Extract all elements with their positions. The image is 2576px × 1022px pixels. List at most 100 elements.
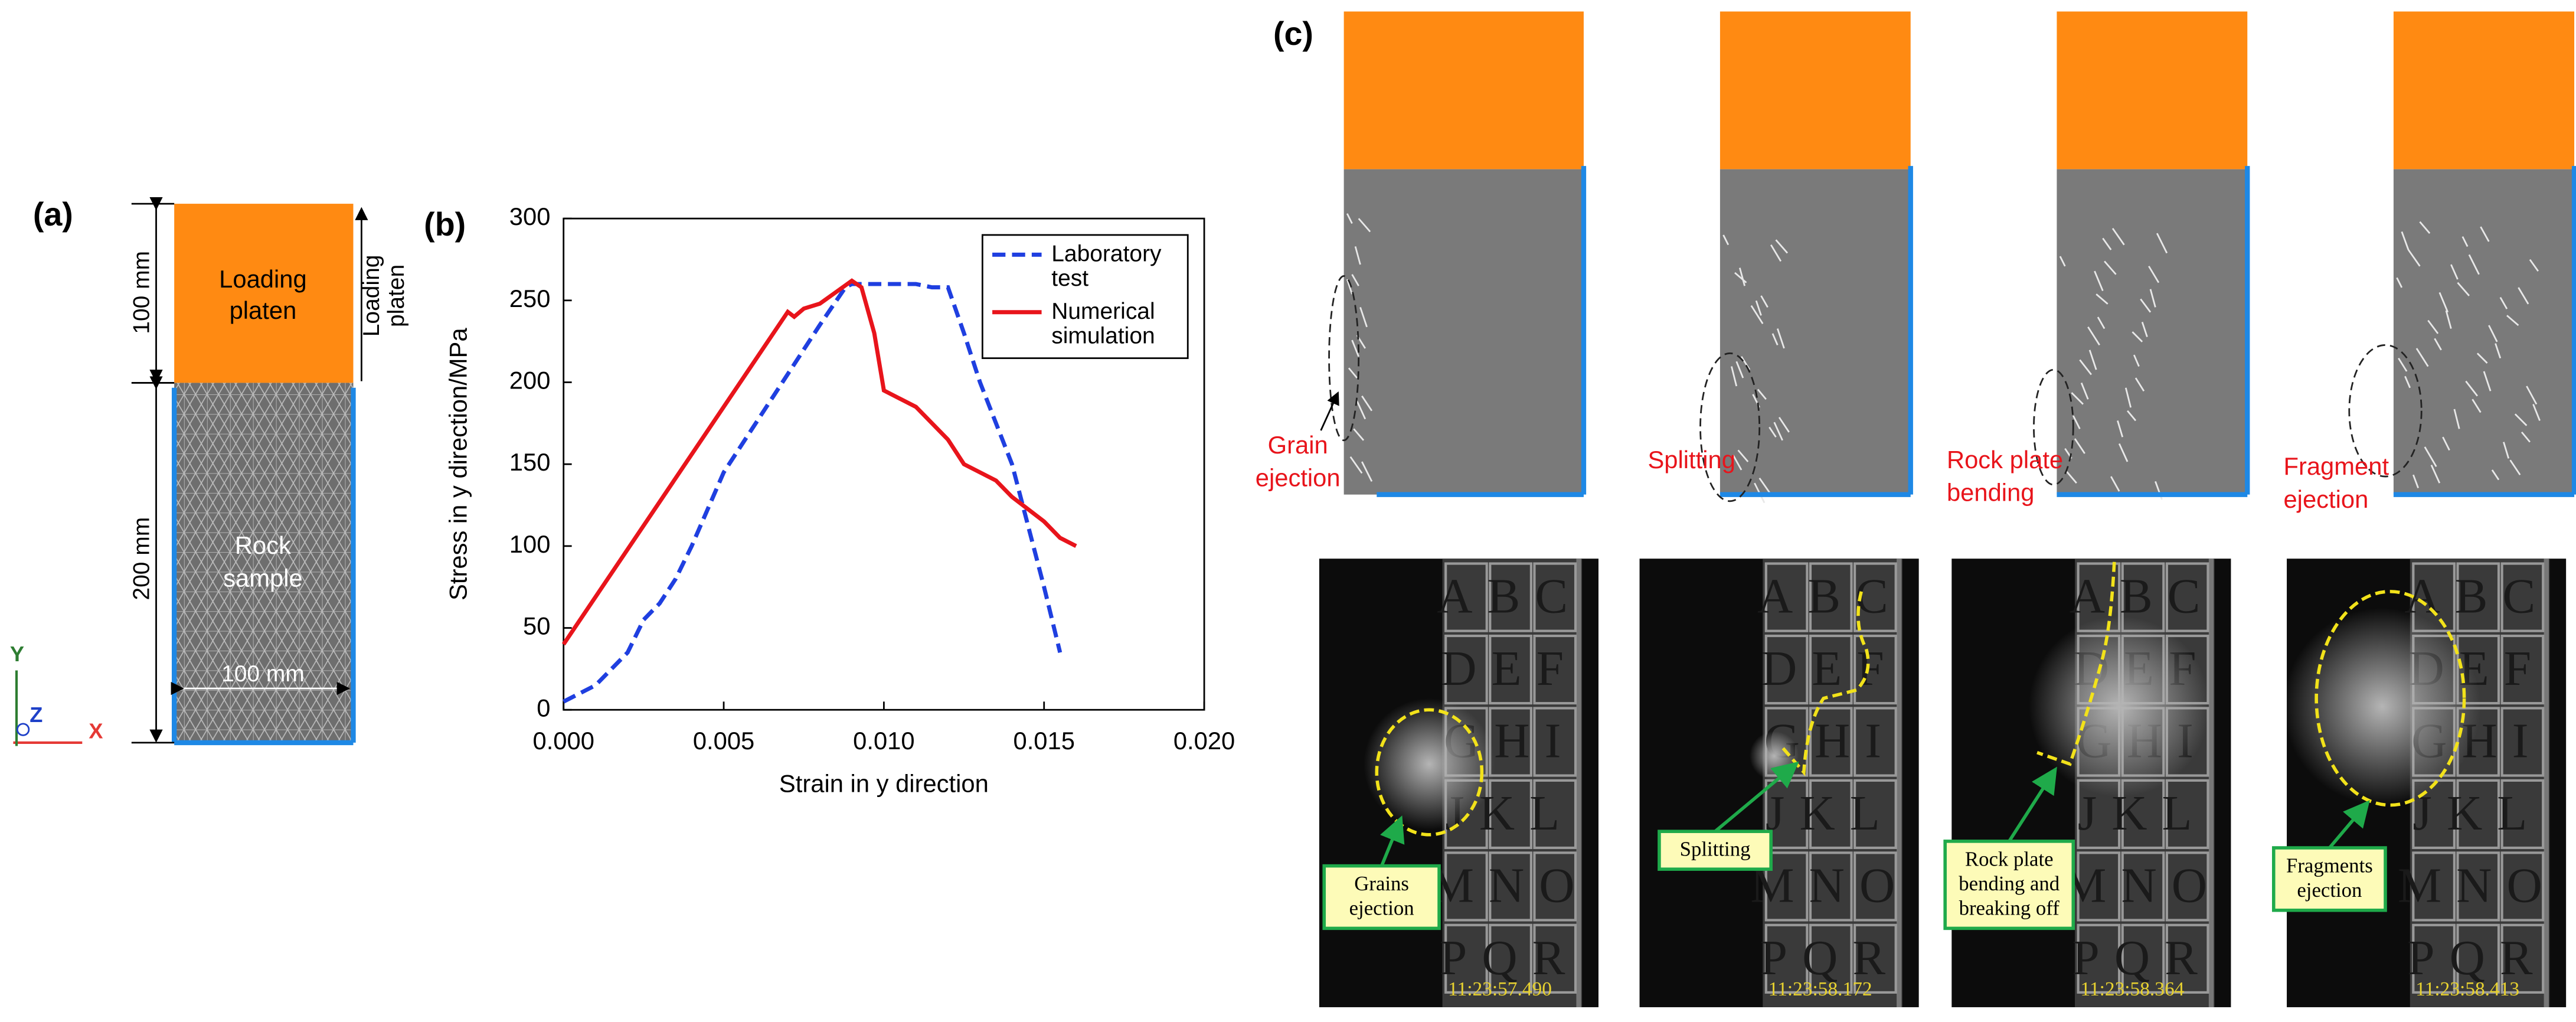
axis-x: X xyxy=(89,719,103,743)
x-tick-label: 0.005 xyxy=(693,727,754,755)
grid-letters: JKL xyxy=(2412,786,2542,841)
grid-cell xyxy=(1533,851,1577,922)
grid-cell xyxy=(1853,562,1897,632)
dimension: 200 mm xyxy=(129,517,155,600)
grid-letters: PQR xyxy=(1440,931,1580,985)
grid-cell xyxy=(1444,923,1488,994)
ejecta xyxy=(1364,698,1495,830)
callout-label: breaking off xyxy=(1959,897,2060,920)
x-axis-label: Strain in y direction xyxy=(779,769,989,797)
grid-cell xyxy=(2077,923,2121,994)
sim-platen xyxy=(1343,11,1584,169)
callout-label: Fragments xyxy=(2286,854,2373,877)
grid-letters: MNO xyxy=(1430,859,1590,913)
panel-label: (b) xyxy=(424,206,466,243)
grid-cell xyxy=(1853,851,1897,922)
y-tick-label: 200 xyxy=(509,367,551,394)
grid-cell xyxy=(1764,562,1809,632)
sim-sample xyxy=(2057,169,2248,495)
x-tick-label: 0.020 xyxy=(1173,727,1235,755)
x-tick-label: 0.015 xyxy=(1014,727,1075,755)
grid-cell xyxy=(2456,779,2500,850)
crack-trace xyxy=(1781,591,1870,776)
grid-letters: ABC xyxy=(1437,570,1583,624)
y-tick-label: 50 xyxy=(523,612,550,640)
grid-letters: ABC xyxy=(1757,570,1903,624)
axis-y: Y xyxy=(10,642,24,666)
x-tick-label: 0.000 xyxy=(532,727,594,755)
highlight xyxy=(2033,368,2074,486)
sim-platen xyxy=(2393,11,2575,169)
grid-cell xyxy=(2500,562,2545,632)
callout xyxy=(1943,840,2075,930)
grid-cell xyxy=(1533,923,1577,994)
grid-cell xyxy=(2456,923,2500,994)
cracks xyxy=(1722,234,1790,504)
grid-cell xyxy=(1764,634,1809,705)
grid-cell xyxy=(2077,851,2121,922)
pointer xyxy=(1714,761,1799,833)
grid-cell xyxy=(2412,923,2456,994)
grid-cell xyxy=(1853,634,1897,705)
y-tick-label: 100 xyxy=(509,530,551,558)
panel-b: (b) 0 50 100 150 200 250 300 0.000 0.005 0.010 0.01… xyxy=(424,203,1235,797)
grid-cell xyxy=(1764,851,1809,922)
highlight xyxy=(1699,352,1761,502)
grid-cell xyxy=(2412,851,2456,922)
grid-letters: DEF xyxy=(1761,642,1899,696)
grid-cell xyxy=(2165,779,2209,850)
grid-cell xyxy=(2500,779,2545,850)
grid-cell xyxy=(1489,779,1532,850)
grid-cell xyxy=(2165,851,2209,922)
grid-cell xyxy=(2121,923,2165,994)
grid-cell xyxy=(2456,562,2500,632)
grid-letters: PQR xyxy=(2072,931,2212,985)
grid-cell xyxy=(1444,562,1488,632)
pointer xyxy=(2008,766,2057,843)
sim-label: ejection xyxy=(2283,485,2368,513)
timestamp: 11:23:58.172 xyxy=(1768,978,1872,1000)
grid-letters: ABC xyxy=(2404,570,2550,624)
sim-platen xyxy=(1719,11,1911,169)
pointer xyxy=(1320,391,1339,431)
cracks xyxy=(1346,213,1373,482)
highlight xyxy=(2348,344,2423,478)
grid-cell xyxy=(1444,851,1488,922)
grid-cell xyxy=(1809,923,1853,994)
panel-label: (a) xyxy=(33,196,73,233)
grid-cell xyxy=(1489,851,1532,922)
grid-cell xyxy=(1533,562,1577,632)
y-tick-label: 0 xyxy=(537,694,550,721)
grid-cell xyxy=(2500,923,2545,994)
grid-cell xyxy=(2121,851,2165,922)
highlight xyxy=(1328,275,1360,442)
grid-cell xyxy=(1489,634,1532,705)
callout xyxy=(2271,846,2387,912)
highlight xyxy=(2315,590,2466,807)
callout-label: ejection xyxy=(1349,897,1414,920)
data-line xyxy=(563,282,1063,704)
grid-cell xyxy=(1809,562,1853,632)
grid-cell xyxy=(1809,634,1853,705)
grid-cell xyxy=(1853,707,1897,777)
grid-letters: MNO xyxy=(2398,859,2557,913)
load-label: platen xyxy=(384,265,409,327)
grid-letters: MNO xyxy=(1750,859,1910,913)
grid-cell xyxy=(1853,923,1897,994)
callout-label: ejection xyxy=(2297,879,2362,902)
label: Loading xyxy=(219,265,307,293)
x-tick-label: 0.010 xyxy=(853,727,914,755)
ejecta xyxy=(1750,731,1799,781)
grid-cell xyxy=(1533,707,1577,777)
grid-cell xyxy=(1444,634,1488,705)
grid-cell xyxy=(2500,851,2545,922)
callout-label: Rock plate xyxy=(1965,847,2054,870)
cracks xyxy=(2059,228,2168,500)
grid-letters: JKL xyxy=(1766,786,1895,841)
grid-letters: MNO xyxy=(2062,859,2222,913)
loading-platen xyxy=(174,204,354,383)
grid-letters: JKL xyxy=(2078,786,2207,841)
